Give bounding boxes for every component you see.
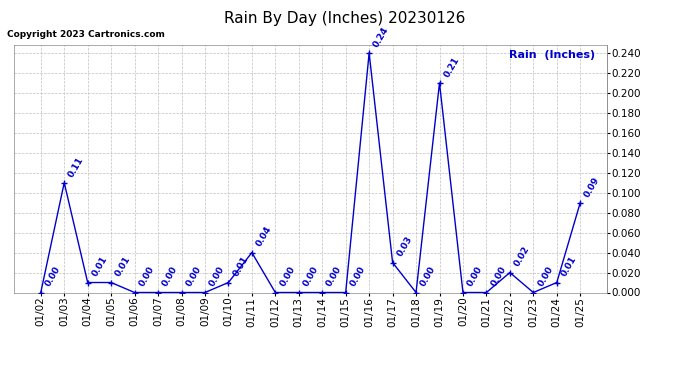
Text: 0.01: 0.01 <box>114 255 132 278</box>
Text: 0.01: 0.01 <box>560 255 578 278</box>
Text: 0.21: 0.21 <box>442 55 461 79</box>
Text: 0.03: 0.03 <box>395 235 414 258</box>
Text: 0.00: 0.00 <box>348 265 367 288</box>
Text: 0.00: 0.00 <box>489 265 508 288</box>
Text: 0.00: 0.00 <box>43 265 62 288</box>
Text: Rain By Day (Inches) 20230126: Rain By Day (Inches) 20230126 <box>224 11 466 26</box>
Text: 0.00: 0.00 <box>536 265 555 288</box>
Text: 0.00: 0.00 <box>184 265 203 288</box>
Text: 0.00: 0.00 <box>137 265 156 288</box>
Text: 0.00: 0.00 <box>161 265 179 288</box>
Text: 0.00: 0.00 <box>325 265 344 288</box>
Text: 0.24: 0.24 <box>372 25 391 49</box>
Text: Rain  (Inches): Rain (Inches) <box>509 50 595 60</box>
Text: 0.01: 0.01 <box>90 255 109 278</box>
Text: 0.00: 0.00 <box>419 265 437 288</box>
Text: 0.02: 0.02 <box>513 245 531 268</box>
Text: 0.09: 0.09 <box>583 175 602 198</box>
Text: 0.00: 0.00 <box>278 265 297 288</box>
Text: 0.00: 0.00 <box>302 265 320 288</box>
Text: 0.01: 0.01 <box>231 255 250 278</box>
Text: 0.11: 0.11 <box>67 155 86 178</box>
Text: Copyright 2023 Cartronics.com: Copyright 2023 Cartronics.com <box>7 30 165 39</box>
Text: 0.04: 0.04 <box>255 225 273 248</box>
Text: 0.00: 0.00 <box>466 265 484 288</box>
Text: 0.00: 0.00 <box>208 265 226 288</box>
